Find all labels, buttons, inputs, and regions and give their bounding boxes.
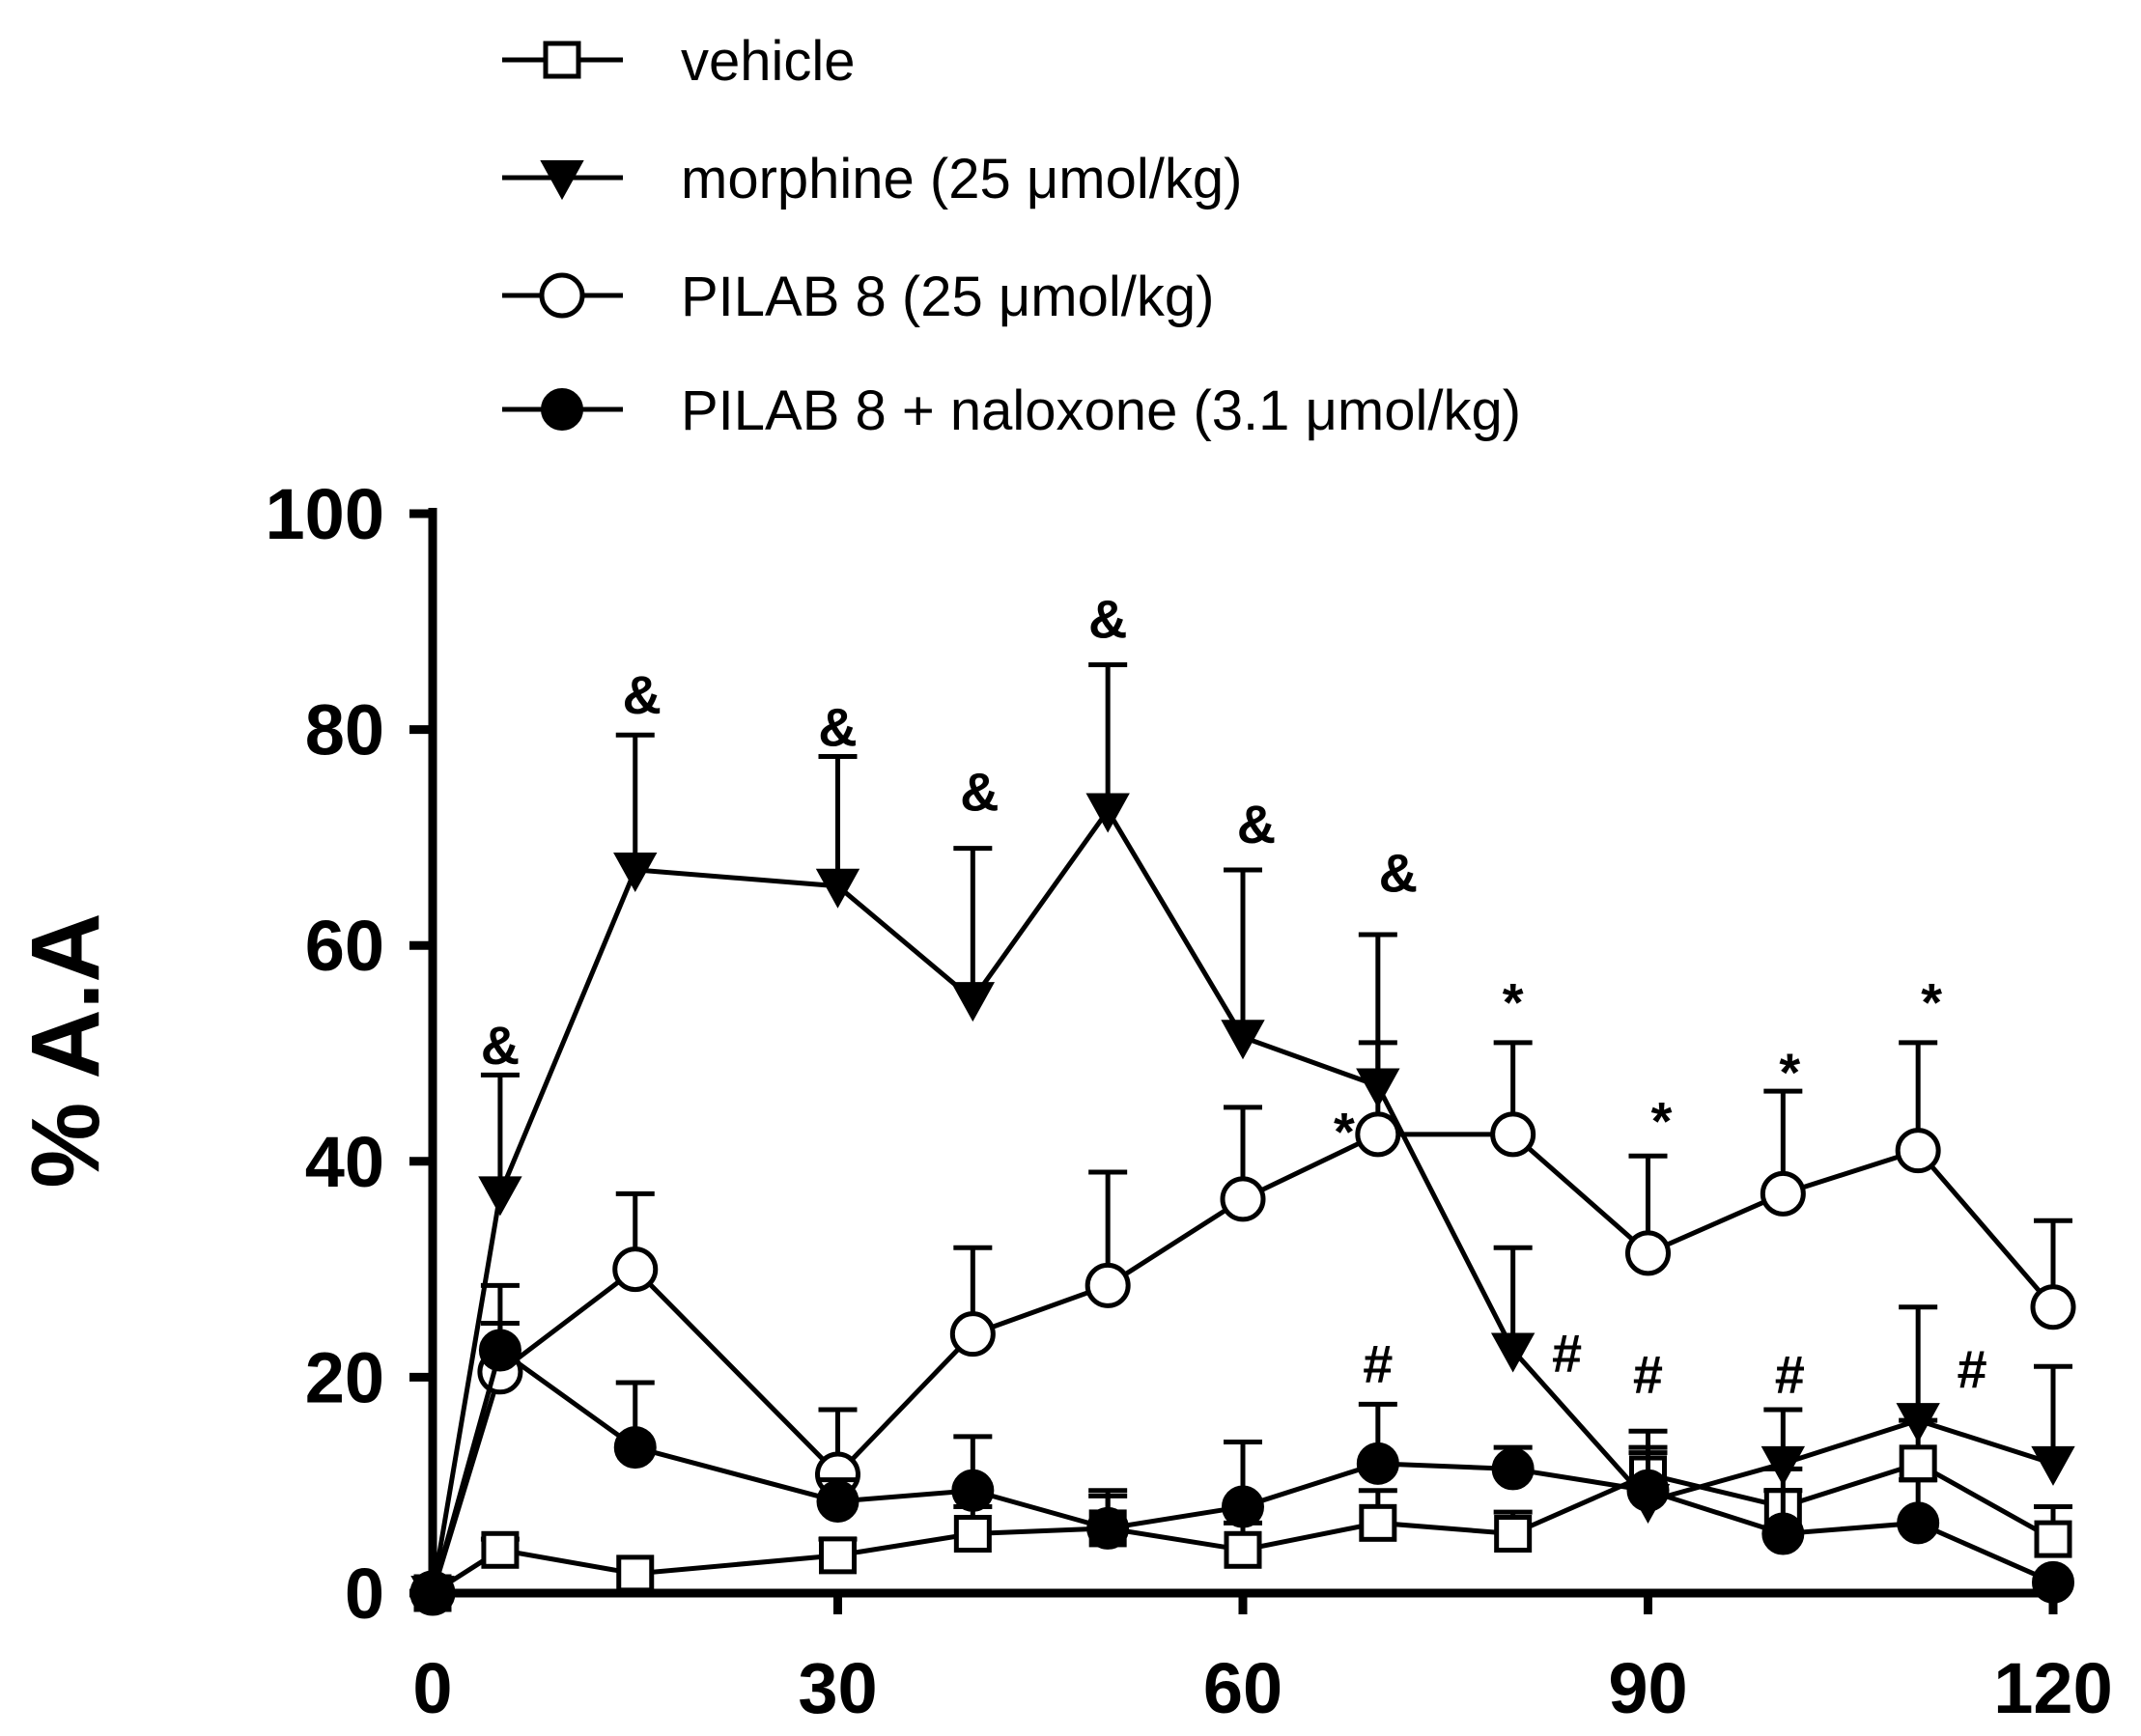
data-point xyxy=(1222,1485,1264,1528)
axes: % A.A 0 30 60 90 120 0 20 40 60 80 100 xyxy=(12,474,2113,1728)
x-tick-label: 90 xyxy=(1608,1648,1687,1728)
data-point xyxy=(478,1176,522,1217)
legend: vehicle morphine (25 μmol/kg) PILAB 8 (25 … xyxy=(502,30,1521,442)
legend-entry: vehicle xyxy=(681,30,856,93)
legend-marker xyxy=(539,272,585,319)
data-point xyxy=(1221,1020,1265,1060)
annotations: & & & & & & & * * * * * # # # # # xyxy=(481,589,1987,1406)
legend-entry: PILAB 8 + naloxone (3.1 μmol/kg) xyxy=(681,379,1521,442)
significance-mark: # xyxy=(1958,1339,1987,1400)
significance-mark: * xyxy=(1779,1042,1800,1103)
data-point xyxy=(2032,1560,2074,1604)
data-point xyxy=(2031,1445,2075,1486)
data-point xyxy=(411,1572,454,1614)
data-point xyxy=(613,852,658,893)
data-point xyxy=(1355,1111,1401,1158)
significance-mark: * xyxy=(1503,971,1524,1032)
data-point xyxy=(1761,1512,1805,1555)
data-point xyxy=(1895,1128,1941,1174)
significance-mark: & xyxy=(1237,794,1276,854)
data-point xyxy=(949,1311,996,1358)
y-tick-label: 60 xyxy=(305,906,384,986)
data-point xyxy=(1356,1442,1399,1485)
data-point xyxy=(1494,1515,1533,1554)
data-point xyxy=(2030,1284,2076,1330)
significance-mark: & xyxy=(1379,842,1418,903)
data-point xyxy=(950,982,996,1022)
data-point xyxy=(1085,793,1130,833)
data-point xyxy=(1761,1445,1806,1486)
significance-mark: # xyxy=(1363,1333,1393,1394)
legend-marker xyxy=(540,160,584,201)
data-point xyxy=(1220,1176,1266,1222)
data-point xyxy=(1085,1262,1131,1308)
data-point xyxy=(1897,1501,1940,1545)
data-point xyxy=(2034,1520,2072,1558)
legend-entry: PILAB 8 (25 μmol/kg) xyxy=(681,266,1214,328)
x-tick-label: 120 xyxy=(1993,1648,2112,1728)
data-point xyxy=(616,1554,655,1593)
data-point xyxy=(612,1246,659,1293)
data-point xyxy=(953,1515,992,1554)
y-axis-label: % A.A xyxy=(12,912,120,1188)
data-point xyxy=(1760,1170,1806,1217)
data-point xyxy=(1625,1230,1671,1276)
x-tick-label: 60 xyxy=(1203,1648,1282,1728)
data-point xyxy=(478,1329,521,1372)
data-point xyxy=(1896,1403,1940,1443)
data-point xyxy=(613,1426,657,1470)
significance-mark: & xyxy=(960,761,999,822)
significance-mark: & xyxy=(1088,589,1127,650)
data-point xyxy=(819,1536,857,1575)
data-point xyxy=(1491,1447,1535,1491)
legend-marker xyxy=(541,388,583,431)
legend-marker xyxy=(543,41,581,79)
data-point xyxy=(1490,1111,1536,1158)
series-group xyxy=(409,662,2076,1616)
data-point xyxy=(1086,1506,1130,1550)
data-point xyxy=(1359,1503,1397,1542)
significance-mark: & xyxy=(623,664,662,725)
significance-mark: * xyxy=(1651,1090,1673,1151)
x-tick-label: 30 xyxy=(798,1648,877,1728)
y-tick-label: 0 xyxy=(345,1554,384,1634)
data-point xyxy=(1899,1444,1937,1483)
significance-mark: & xyxy=(481,1015,520,1076)
y-tick-label: 40 xyxy=(305,1122,384,1202)
series-filled-circle xyxy=(411,1321,2074,1614)
data-point xyxy=(815,868,860,909)
x-tick-label: 0 xyxy=(412,1648,452,1728)
y-tick-label: 20 xyxy=(305,1337,384,1417)
significance-mark: & xyxy=(818,696,857,757)
significance-mark: * xyxy=(1921,971,1942,1032)
data-point xyxy=(816,1479,859,1523)
legend-entry: morphine (25 μmol/kg) xyxy=(681,148,1242,210)
y-tick-label: 80 xyxy=(305,690,384,770)
significance-mark: # xyxy=(1633,1344,1663,1405)
significance-mark: # xyxy=(1552,1323,1582,1384)
significance-mark: # xyxy=(1775,1344,1805,1405)
data-point xyxy=(481,1530,520,1569)
data-point xyxy=(1626,1469,1670,1512)
data-point xyxy=(1490,1332,1535,1373)
data-point xyxy=(1224,1530,1262,1569)
data-point xyxy=(951,1469,995,1512)
significance-mark: * xyxy=(1334,1102,1355,1162)
y-tick-label: 100 xyxy=(266,474,384,554)
